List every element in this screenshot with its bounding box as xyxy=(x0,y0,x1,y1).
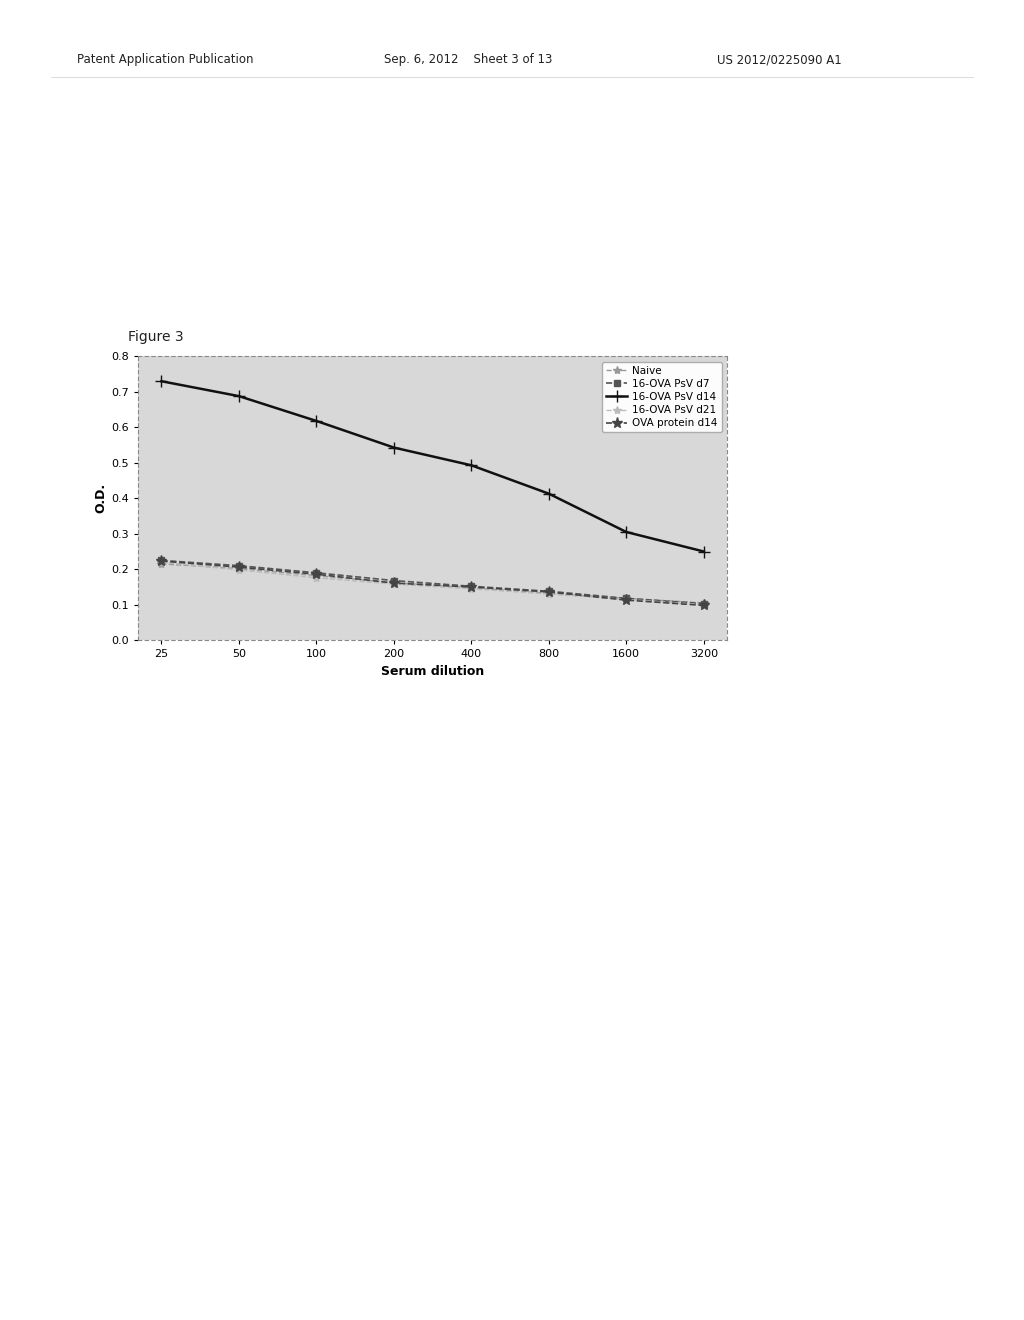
16-OVA PsV d14 xyxy=(388,440,400,455)
OVA protein d14 xyxy=(697,598,710,614)
Naive xyxy=(388,574,400,590)
16-OVA PsV d21 xyxy=(543,586,555,602)
16-OVA PsV d14 xyxy=(465,458,477,474)
OVA protein d14 xyxy=(465,579,477,595)
Naive xyxy=(156,556,168,572)
Naive xyxy=(543,586,555,602)
Line: OVA protein d14: OVA protein d14 xyxy=(156,556,710,611)
OVA protein d14 xyxy=(388,576,400,591)
Text: Sep. 6, 2012    Sheet 3 of 13: Sep. 6, 2012 Sheet 3 of 13 xyxy=(384,53,552,66)
16-OVA PsV d14 xyxy=(232,388,245,404)
16-OVA PsV d7 xyxy=(465,578,477,594)
16-OVA PsV d21 xyxy=(388,577,400,593)
16-OVA PsV d21 xyxy=(232,562,245,578)
OVA protein d14 xyxy=(543,583,555,599)
Naive xyxy=(232,561,245,577)
Text: US 2012/0225090 A1: US 2012/0225090 A1 xyxy=(717,53,842,66)
16-OVA PsV d14 xyxy=(621,524,633,540)
Naive xyxy=(697,595,710,611)
OVA protein d14 xyxy=(621,593,633,609)
OVA protein d14 xyxy=(232,560,245,576)
16-OVA PsV d21 xyxy=(310,570,323,586)
16-OVA PsV d7 xyxy=(156,553,168,569)
Line: 16-OVA PsV d21: 16-OVA PsV d21 xyxy=(158,558,708,609)
16-OVA PsV d7 xyxy=(697,595,710,611)
16-OVA PsV d7 xyxy=(310,565,323,581)
Legend: Naive, 16-OVA PsV d7, 16-OVA PsV d14, 16-OVA PsV d21, OVA protein d14: Naive, 16-OVA PsV d7, 16-OVA PsV d14, 16… xyxy=(602,362,722,433)
Text: Figure 3: Figure 3 xyxy=(128,330,183,343)
16-OVA PsV d7 xyxy=(388,573,400,589)
16-OVA PsV d7 xyxy=(621,590,633,606)
Text: Patent Application Publication: Patent Application Publication xyxy=(77,53,253,66)
16-OVA PsV d21 xyxy=(156,554,168,570)
16-OVA PsV d14 xyxy=(310,413,323,429)
16-OVA PsV d21 xyxy=(465,581,477,597)
Naive xyxy=(621,590,633,606)
X-axis label: Serum dilution: Serum dilution xyxy=(381,665,484,677)
16-OVA PsV d14 xyxy=(156,374,168,389)
OVA protein d14 xyxy=(310,566,323,582)
Line: Naive: Naive xyxy=(158,560,708,607)
16-OVA PsV d21 xyxy=(621,591,633,607)
16-OVA PsV d21 xyxy=(697,597,710,612)
Line: 16-OVA PsV d14: 16-OVA PsV d14 xyxy=(156,376,710,557)
Naive xyxy=(465,579,477,595)
16-OVA PsV d14 xyxy=(543,486,555,502)
16-OVA PsV d7 xyxy=(232,558,245,574)
Y-axis label: O.D.: O.D. xyxy=(94,483,108,513)
16-OVA PsV d7 xyxy=(543,583,555,599)
OVA protein d14 xyxy=(156,553,168,569)
16-OVA PsV d14 xyxy=(697,544,710,560)
Naive xyxy=(310,568,323,583)
Line: 16-OVA PsV d7: 16-OVA PsV d7 xyxy=(158,557,708,607)
